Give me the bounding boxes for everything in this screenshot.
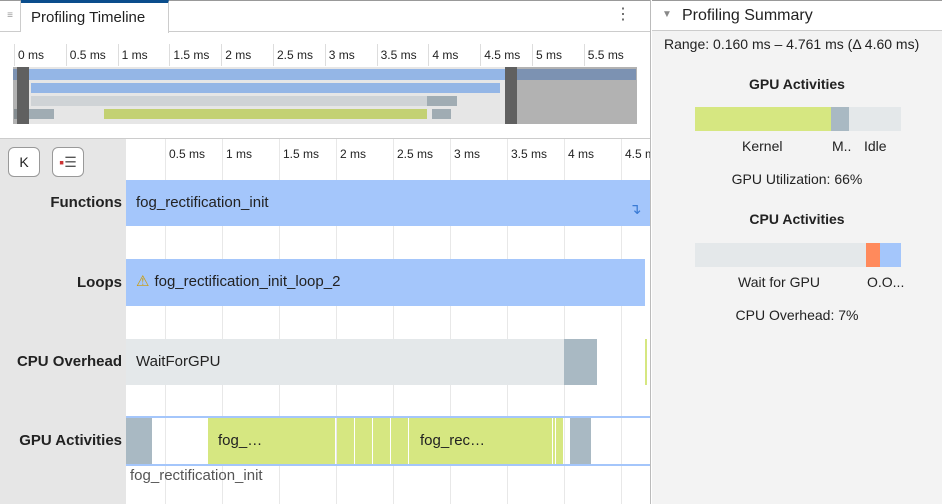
legend-icon: ▪ [59,154,65,170]
overview-gpu-kernels [104,109,427,119]
summary-title: Profiling Summary [682,7,813,24]
timeline-tick-label: 1.5 ms [279,139,319,504]
cpu-overhead-text: CPU Overhead: 7% [735,307,859,323]
gpu-utilization: GPU Utilization: 66% [731,171,863,187]
selection-end-handle[interactable] [505,67,517,124]
overview-loop-bar [31,83,500,93]
legend-memory: M.. [832,138,852,154]
overview-unselected-region [517,67,637,124]
gpu-activities-title: GPU Activities [749,76,845,92]
cpu-overhead-segment [865,243,881,267]
cpu-wait-segment [695,243,866,267]
summary-header[interactable]: ▼ Profiling Summary [652,1,942,31]
overview-tick-label: 0.5 ms [65,44,106,66]
timeline-tick-label: 4.5 ms [621,139,650,504]
step-into-icon[interactable]: ↴ [629,201,642,218]
legend-wait-for-gpu: Wait for GPU [738,274,820,290]
collapse-triangle-icon[interactable]: ▼ [662,9,672,20]
overview-tick-label: 4 ms [428,44,458,66]
cpu-activity-bar [695,243,901,267]
gpu-kernel-segment [695,107,831,131]
legend-idle: Idle [864,138,887,154]
legend-overhead: O.O... [867,274,905,290]
gpu-kernel-label: fog_rec… [420,432,486,449]
k-button[interactable]: K [8,147,40,177]
gpu-kernel-label: fog_… [218,432,263,449]
overview-tick-label: 3 ms [324,44,355,66]
cpu-bar-label: WaitForGPU [136,353,221,370]
overview-function-bar [13,69,636,80]
timeline-tick-label: 4 ms [564,139,594,504]
overview-tick-label: 4.5 ms [480,44,520,66]
overview-tick-label: 0 ms [14,44,44,66]
timeline-tick-label: 0.5 ms [165,139,205,504]
row-label-cpu-overhead: CPU Overhead [16,353,122,370]
tab-profiling-timeline[interactable]: Profiling Timeline [21,0,169,33]
legend-kernel: Kernel [742,138,783,154]
gpu-memory-segment [830,107,850,131]
gpu-memory-bar[interactable] [126,418,152,464]
gpu-idle-segment [849,107,901,131]
divider [0,138,650,139]
cpu-activities-title: CPU Activities [749,211,845,227]
timeline-tick-label: 3.5 ms [507,139,547,504]
overview-cpu-overhead [427,96,457,106]
timeline-tick-label: 1 ms [222,139,252,504]
overview-tick-label: 5 ms [532,44,562,66]
overview-tick-label: 1 ms [117,44,148,66]
cpu-overhead-bar[interactable] [564,339,597,385]
overview-tick-label: 3.5 ms [376,44,417,66]
gpu-kernel-bar[interactable]: fog_… [208,418,335,464]
function-bar[interactable]: fog_rectification_init [126,180,650,226]
warning-icon: ⚠ [136,273,150,290]
grip-icon[interactable]: ≡ [0,1,21,32]
cpu-other-segment [880,243,901,267]
overview-cpu-bar [31,96,427,106]
gpu-kernel-bar[interactable]: fog_rec… [410,418,550,464]
row-label-loops: Loops [77,274,122,291]
overview-tick-label: 2.5 ms [273,44,313,66]
overview-tick-label: 2 ms [221,44,251,66]
range-text: Range: 0.160 ms – 4.761 ms (Δ 4.60 ms) [664,36,920,52]
row-label-column [0,139,126,504]
overview-tick-label: 1.5 ms [169,44,209,66]
loop-bar-label: fog_rectification_init_loop_2 [154,273,341,290]
tab-bar [0,0,650,32]
more-options-icon[interactable]: ⋮ [615,6,631,23]
cpu-sliver-bar[interactable] [645,339,647,385]
row-label-functions: Functions [50,194,122,211]
timeline-tick-label: 3 ms [450,139,480,504]
loop-bar[interactable]: ⚠ fog_rectification_init_loop_2 [126,259,645,306]
cpu-wait-bar[interactable]: WaitForGPU [126,339,564,385]
legend-button[interactable]: ▪☰ [52,147,84,177]
gpu-caption: fog_rectification_init [130,467,263,484]
overview-tick-label: 5.5 ms [583,44,624,66]
gpu-kernel-bar[interactable] [556,418,563,464]
row-label-gpu-activities: GPU Activities [19,432,122,449]
overview-gpu-memory [432,109,451,119]
profiling-timeline-panel: ≡ Profiling Timeline ⋮ 0 ms 0.5 ms 1 ms 1.5… [0,0,651,504]
selection-start-handle[interactable] [17,67,29,124]
function-bar-label: fog_rectification_init [136,194,269,211]
gpu-memory-bar[interactable] [570,418,591,464]
timeline-tick-label: 2.5 ms [393,139,433,504]
timeline-tick-label: 2 ms [336,139,366,504]
overview-gpu-memory [14,109,54,119]
gpu-activity-bar [695,107,901,131]
profiling-summary-panel: ▼ Profiling Summary Range: 0.160 ms – 4.7… [652,0,942,504]
overview-unselected-region [13,67,18,124]
gpu-row-frame [126,416,650,466]
